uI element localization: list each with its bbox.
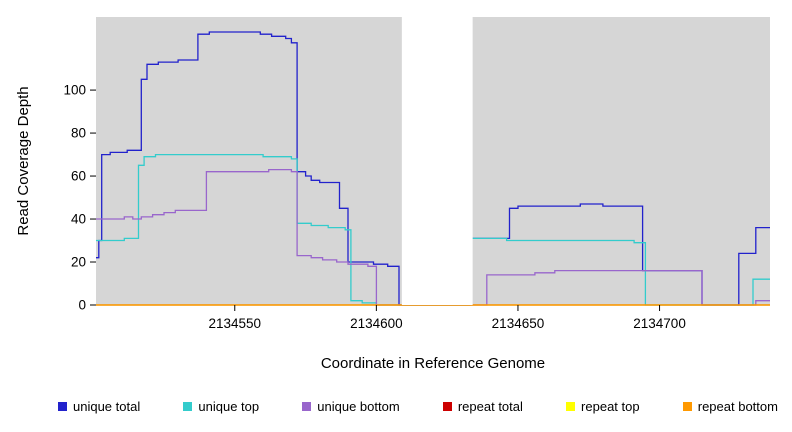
y-tick-label: 100 — [63, 83, 86, 98]
x-tick-label: 2134600 — [350, 316, 403, 331]
legend-label: unique top — [198, 399, 260, 414]
legend-swatch — [183, 402, 193, 411]
legend-item-unique-total: unique total — [58, 399, 140, 414]
x-tick-label: 2134700 — [633, 316, 686, 331]
legend-item-unique-bottom: unique bottom — [302, 399, 400, 414]
x-tick-label: 2134650 — [492, 316, 545, 331]
legend-swatch — [302, 402, 312, 411]
series-line-unique-bottom — [96, 168, 770, 306]
legend-label: repeat top — [581, 399, 640, 414]
series-line-unique-top — [96, 153, 770, 306]
y-tick-label: 40 — [71, 212, 86, 227]
legend-item-repeat-top: repeat top — [566, 399, 640, 414]
y-axis-title: Read Coverage Depth — [15, 86, 32, 235]
legend-label: unique total — [73, 399, 141, 414]
x-tick-label: 2134550 — [208, 316, 261, 331]
legend-swatch — [58, 402, 67, 411]
legend-item-unique-top: unique top — [183, 399, 259, 414]
legend-label: unique bottom — [317, 399, 400, 414]
coverage-chart: 0 20 40 60 80 100 2134550 2134600 2134650 2134700… — [15, 17, 770, 372]
y-tick-label: 20 — [71, 255, 86, 270]
legend-label: repeat total — [457, 399, 523, 414]
legend-swatch — [442, 402, 452, 411]
legend-swatch — [566, 402, 576, 411]
gap-region — [401, 17, 473, 305]
legend-swatch — [682, 402, 692, 411]
y-tick-label: 60 — [71, 169, 86, 184]
legend: unique total unique top unique bottom repea… — [0, 399, 792, 414]
legend-label: repeat bottom — [697, 399, 778, 414]
legend-item-repeat-bottom: repeat bottom — [682, 399, 778, 414]
y-tick-label: 0 — [78, 298, 86, 313]
series-line-unique-total — [96, 31, 770, 306]
x-axis-title: Coordinate in Reference Genome — [321, 355, 545, 372]
legend-item-repeat-total: repeat total — [442, 399, 523, 414]
y-tick-label: 80 — [71, 126, 86, 141]
